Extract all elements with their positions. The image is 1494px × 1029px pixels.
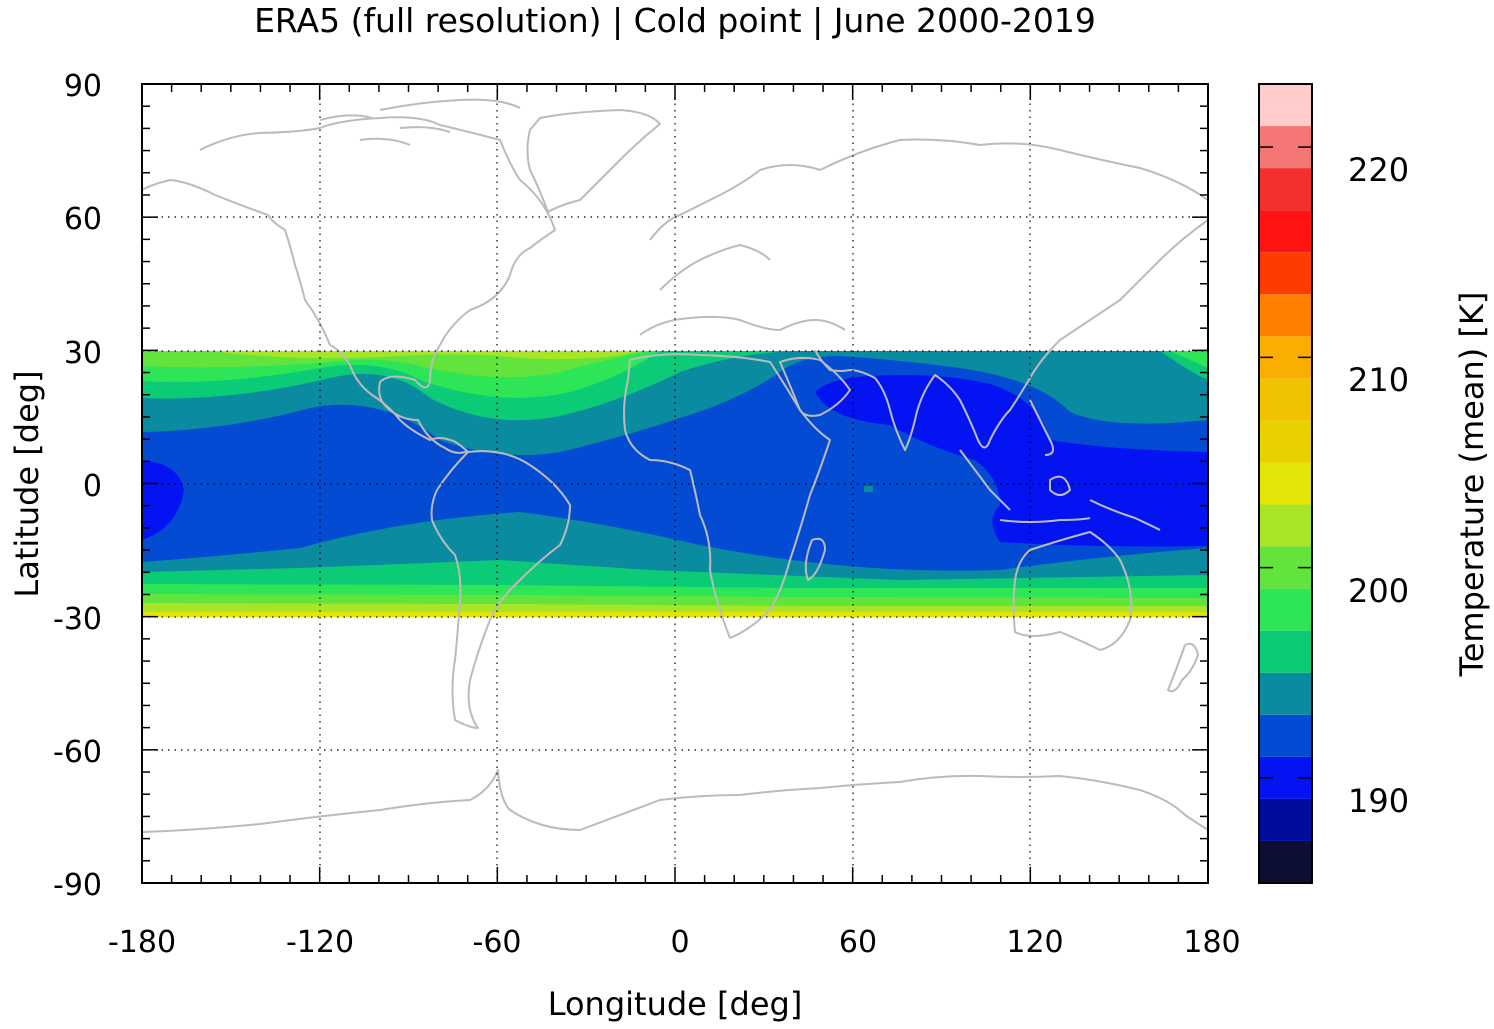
coast-africa <box>623 353 831 639</box>
coast-asia <box>814 138 1208 451</box>
x-tick-label: -120 <box>286 925 354 960</box>
coast-madagascar <box>804 537 826 581</box>
y-tick-label: 0 <box>83 469 102 504</box>
y-tick-labels: 90 60 30 0 -30 -60 -90 <box>53 69 102 903</box>
colorbar-tick-label: 200 <box>1348 572 1409 610</box>
band-192b <box>142 461 184 540</box>
y-axis-label: Latitude [deg] <box>8 370 46 597</box>
x-tick-label: -60 <box>473 925 522 960</box>
x-tick-label: -180 <box>108 925 176 960</box>
colorbar-segment <box>1259 798 1312 841</box>
x-axis-label: Longitude [deg] <box>548 985 803 1023</box>
colorbar-segment <box>1259 630 1312 673</box>
colorbar-segment <box>1259 252 1312 295</box>
colorbar: 190 200 210 220 Temperature (mean) [K] <box>1258 83 1491 884</box>
coast-arabia <box>779 356 851 417</box>
x-tick-label: 180 <box>1183 925 1240 960</box>
colorbar-segment <box>1259 840 1312 883</box>
coast-north-america <box>142 116 556 454</box>
x-tick-label: 60 <box>839 925 877 960</box>
temperature-field <box>142 351 1208 617</box>
coast-antarctica <box>142 769 1208 833</box>
colorbar-segment <box>1259 714 1312 757</box>
coast-australia <box>1012 531 1133 651</box>
coast-south-america <box>430 450 571 729</box>
coast-greenland <box>526 109 661 213</box>
y-tick-label: 90 <box>64 69 102 104</box>
colorbar-tick-label: 210 <box>1348 361 1409 399</box>
cold-patch <box>864 486 873 492</box>
coast-arctic-islands <box>319 98 521 146</box>
colorbar-segment <box>1259 210 1312 253</box>
band-192a <box>815 375 1208 547</box>
coast-europe <box>639 164 846 336</box>
colorbar-segment <box>1259 294 1312 337</box>
colorbar-tick-label: 190 <box>1348 782 1409 820</box>
coast-indonesia <box>959 399 1161 531</box>
colorbar-segment <box>1259 672 1312 715</box>
y-tick-label: -90 <box>53 868 102 903</box>
y-tick-label: -60 <box>53 735 102 770</box>
colorbar-segment <box>1259 504 1312 547</box>
y-tick-label: 60 <box>64 202 102 237</box>
axes-frame <box>141 83 1209 884</box>
colorbar-segment <box>1259 84 1312 127</box>
x-tick-labels: -180 -120 -60 0 60 120 180 <box>108 925 1241 960</box>
x-tick-label: 0 <box>670 925 689 960</box>
coast-new-zealand <box>1167 642 1199 693</box>
coastlines <box>142 98 1208 833</box>
colorbar-label: Temperature (mean) [K] <box>1453 292 1491 678</box>
y-tick-label: 30 <box>64 336 102 371</box>
colorbar-segment <box>1259 462 1312 505</box>
colorbar-segment <box>1259 168 1312 211</box>
chart-title: ERA5 (full resolution) | Cold point | Ju… <box>254 1 1096 40</box>
grid <box>142 84 1208 883</box>
colorbar-segment <box>1259 378 1312 421</box>
x-tick-label: 120 <box>1006 925 1063 960</box>
colorbar-tick-label: 220 <box>1348 151 1409 189</box>
colorbar-segment <box>1259 588 1312 631</box>
colorbar-segment <box>1259 420 1312 463</box>
y-tick-label: -30 <box>53 602 102 637</box>
